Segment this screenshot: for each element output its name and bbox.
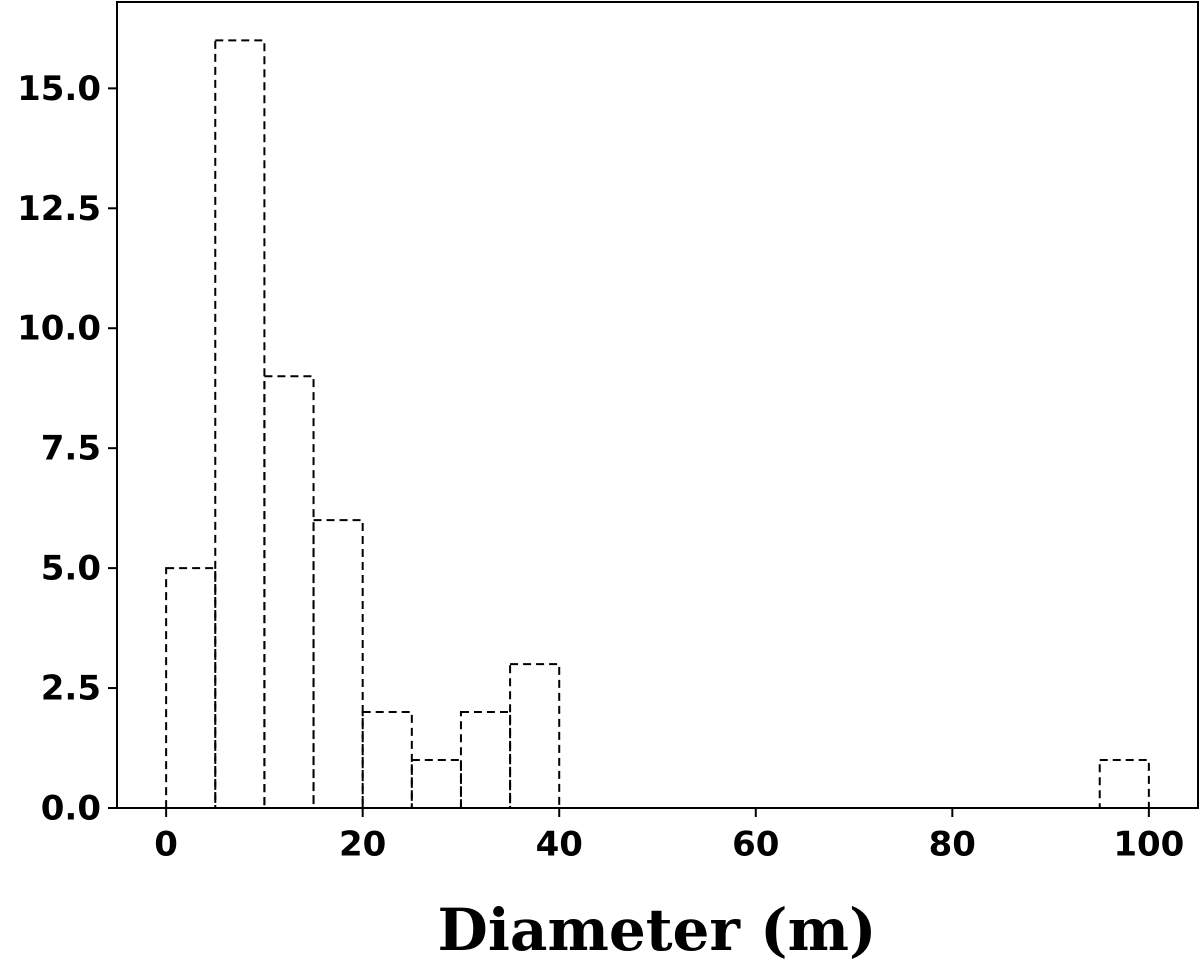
plot-frame: [116, 1, 1199, 809]
x-tick-label: 0: [154, 825, 178, 865]
y-tick-label: 7.5: [41, 429, 101, 469]
x-tick-label: 80: [929, 825, 976, 865]
y-tick-label: 2.5: [41, 669, 101, 709]
y-tick-label: 12.5: [17, 189, 101, 229]
y-tick-label: 15.0: [17, 69, 101, 109]
bar: [361, 711, 413, 809]
x-axis-label: Diameter (m): [438, 896, 877, 964]
bar: [263, 375, 315, 809]
y-tick-label: 10.0: [17, 309, 101, 349]
x-tick-label: 100: [1113, 825, 1184, 865]
bar: [459, 711, 512, 809]
bar: [165, 567, 217, 809]
x-tick-label: 40: [536, 825, 583, 865]
y-tick-label: 5.0: [41, 549, 101, 589]
x-tick-label: 20: [339, 825, 386, 865]
y-tick-label: 0.0: [41, 789, 101, 829]
bar: [1098, 759, 1150, 809]
x-tick-label: 60: [732, 825, 779, 865]
bar: [312, 519, 364, 810]
bar: [509, 663, 561, 809]
bar: [410, 759, 462, 809]
bar: [214, 39, 266, 809]
